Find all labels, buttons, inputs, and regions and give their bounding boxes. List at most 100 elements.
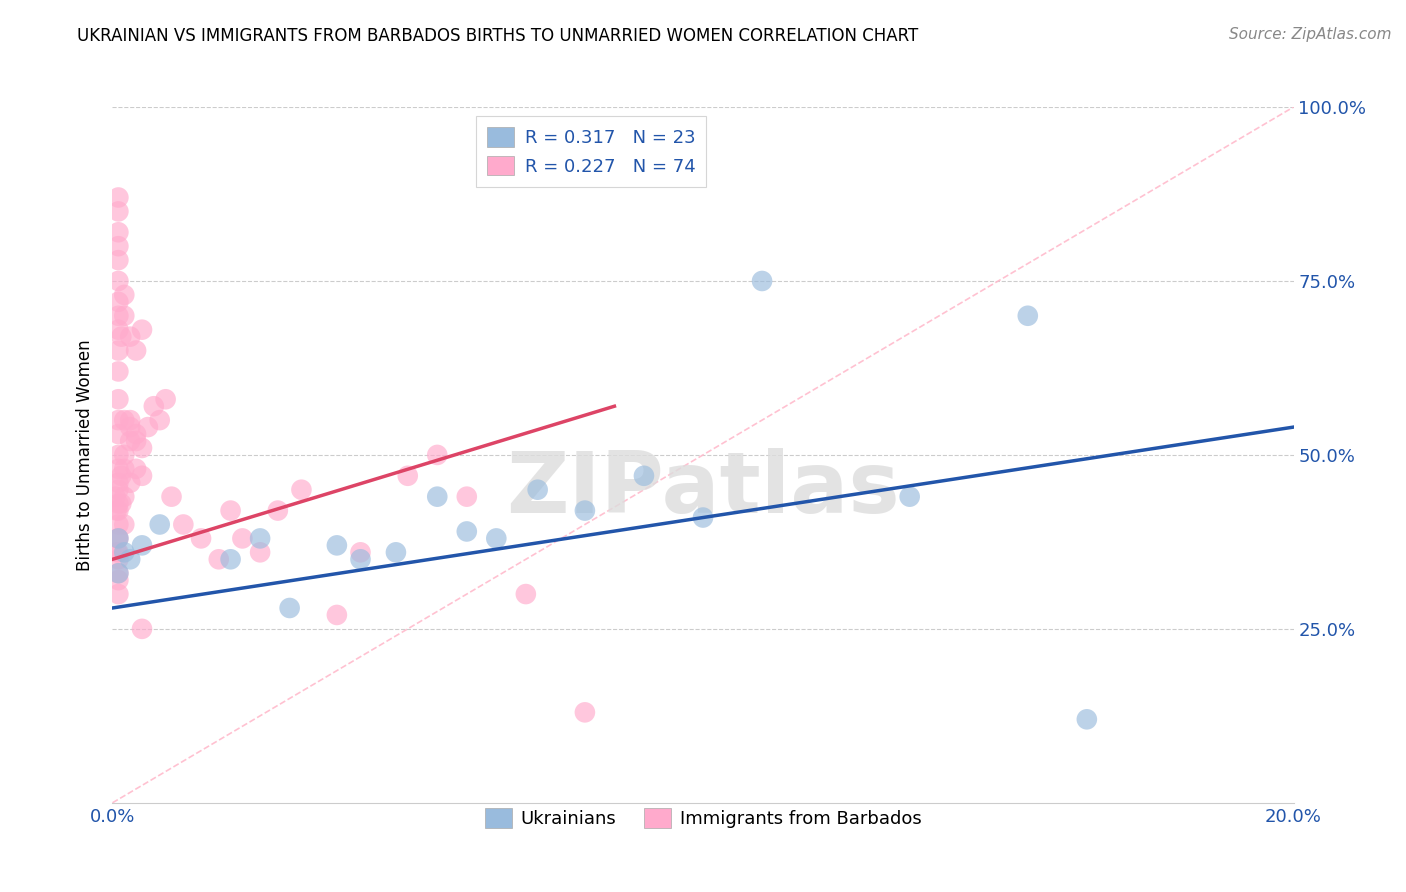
Point xyxy=(125,462,148,476)
Point xyxy=(385,545,408,559)
Point xyxy=(107,545,129,559)
Point xyxy=(107,566,129,581)
Point xyxy=(485,532,508,546)
Point xyxy=(692,510,714,524)
Point xyxy=(112,490,135,504)
Point xyxy=(155,392,177,407)
Point xyxy=(112,309,135,323)
Point xyxy=(231,532,253,546)
Point xyxy=(107,573,129,587)
Point xyxy=(219,552,242,566)
Point xyxy=(131,622,153,636)
Point xyxy=(112,288,135,302)
Point xyxy=(136,420,159,434)
Point xyxy=(107,532,129,546)
Point xyxy=(110,468,132,483)
Point xyxy=(112,517,135,532)
Point xyxy=(349,545,371,559)
Point xyxy=(515,587,537,601)
Point xyxy=(290,483,312,497)
Point xyxy=(219,503,242,517)
Point xyxy=(107,532,129,546)
Point xyxy=(125,434,148,448)
Point xyxy=(326,607,349,622)
Point xyxy=(112,448,135,462)
Point xyxy=(574,503,596,517)
Point xyxy=(112,462,135,476)
Point xyxy=(120,475,142,490)
Point xyxy=(149,413,172,427)
Point xyxy=(107,239,129,253)
Point xyxy=(190,532,212,546)
Point xyxy=(120,434,142,448)
Point xyxy=(326,538,349,552)
Point xyxy=(107,323,129,337)
Point xyxy=(107,364,129,378)
Text: UKRAINIAN VS IMMIGRANTS FROM BARBADOS BIRTHS TO UNMARRIED WOMEN CORRELATION CHAR: UKRAINIAN VS IMMIGRANTS FROM BARBADOS BI… xyxy=(77,27,918,45)
Point xyxy=(1017,309,1039,323)
Point xyxy=(125,343,148,358)
Point xyxy=(142,399,165,413)
Point xyxy=(172,517,194,532)
Point xyxy=(149,517,172,532)
Point xyxy=(396,468,419,483)
Point xyxy=(107,413,129,427)
Point xyxy=(112,545,135,559)
Point xyxy=(107,532,129,546)
Point xyxy=(267,503,290,517)
Point xyxy=(107,517,129,532)
Point xyxy=(249,532,271,546)
Point xyxy=(1076,712,1098,726)
Point xyxy=(107,448,129,462)
Point xyxy=(107,294,129,309)
Point xyxy=(120,420,142,434)
Y-axis label: Births to Unmarried Women: Births to Unmarried Women xyxy=(76,339,94,571)
Point xyxy=(426,448,449,462)
Text: Source: ZipAtlas.com: Source: ZipAtlas.com xyxy=(1229,27,1392,42)
Point xyxy=(574,706,596,720)
Legend: Ukrainians, Immigrants from Barbados: Ukrainians, Immigrants from Barbados xyxy=(478,801,928,836)
Point xyxy=(107,225,129,239)
Point xyxy=(633,468,655,483)
Point xyxy=(107,427,129,442)
Point xyxy=(125,427,148,442)
Point xyxy=(526,483,548,497)
Text: ZIPatlas: ZIPatlas xyxy=(506,448,900,532)
Point xyxy=(160,490,183,504)
Point xyxy=(107,503,129,517)
Point xyxy=(349,552,371,566)
Point xyxy=(107,204,129,219)
Point xyxy=(107,190,129,204)
Point xyxy=(751,274,773,288)
Point xyxy=(107,309,129,323)
Point xyxy=(131,323,153,337)
Point xyxy=(107,497,129,511)
Point xyxy=(105,503,128,517)
Point xyxy=(107,475,129,490)
Point xyxy=(110,497,132,511)
Point xyxy=(278,601,301,615)
Point xyxy=(120,552,142,566)
Point xyxy=(249,545,271,559)
Point xyxy=(107,392,129,407)
Point xyxy=(107,552,129,566)
Point xyxy=(456,524,478,539)
Point xyxy=(898,490,921,504)
Point xyxy=(131,441,153,455)
Point xyxy=(131,538,153,552)
Point xyxy=(107,274,129,288)
Point xyxy=(107,253,129,268)
Point xyxy=(104,490,127,504)
Point xyxy=(107,566,129,581)
Point xyxy=(208,552,231,566)
Point xyxy=(110,329,132,343)
Point xyxy=(107,343,129,358)
Point xyxy=(107,462,129,476)
Point xyxy=(105,545,128,559)
Point xyxy=(131,468,153,483)
Point xyxy=(426,490,449,504)
Point xyxy=(107,587,129,601)
Point xyxy=(120,329,142,343)
Point xyxy=(120,413,142,427)
Point xyxy=(107,483,129,497)
